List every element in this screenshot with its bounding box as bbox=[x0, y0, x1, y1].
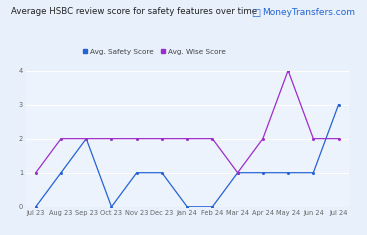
Text: MoneyTransfers.com: MoneyTransfers.com bbox=[262, 8, 355, 17]
Legend: Avg. Safety Score, Avg. Wise Score: Avg. Safety Score, Avg. Wise Score bbox=[80, 46, 229, 58]
Text: Average HSBC review score for safety features over time: Average HSBC review score for safety fea… bbox=[11, 7, 257, 16]
Text: □: □ bbox=[251, 8, 261, 18]
